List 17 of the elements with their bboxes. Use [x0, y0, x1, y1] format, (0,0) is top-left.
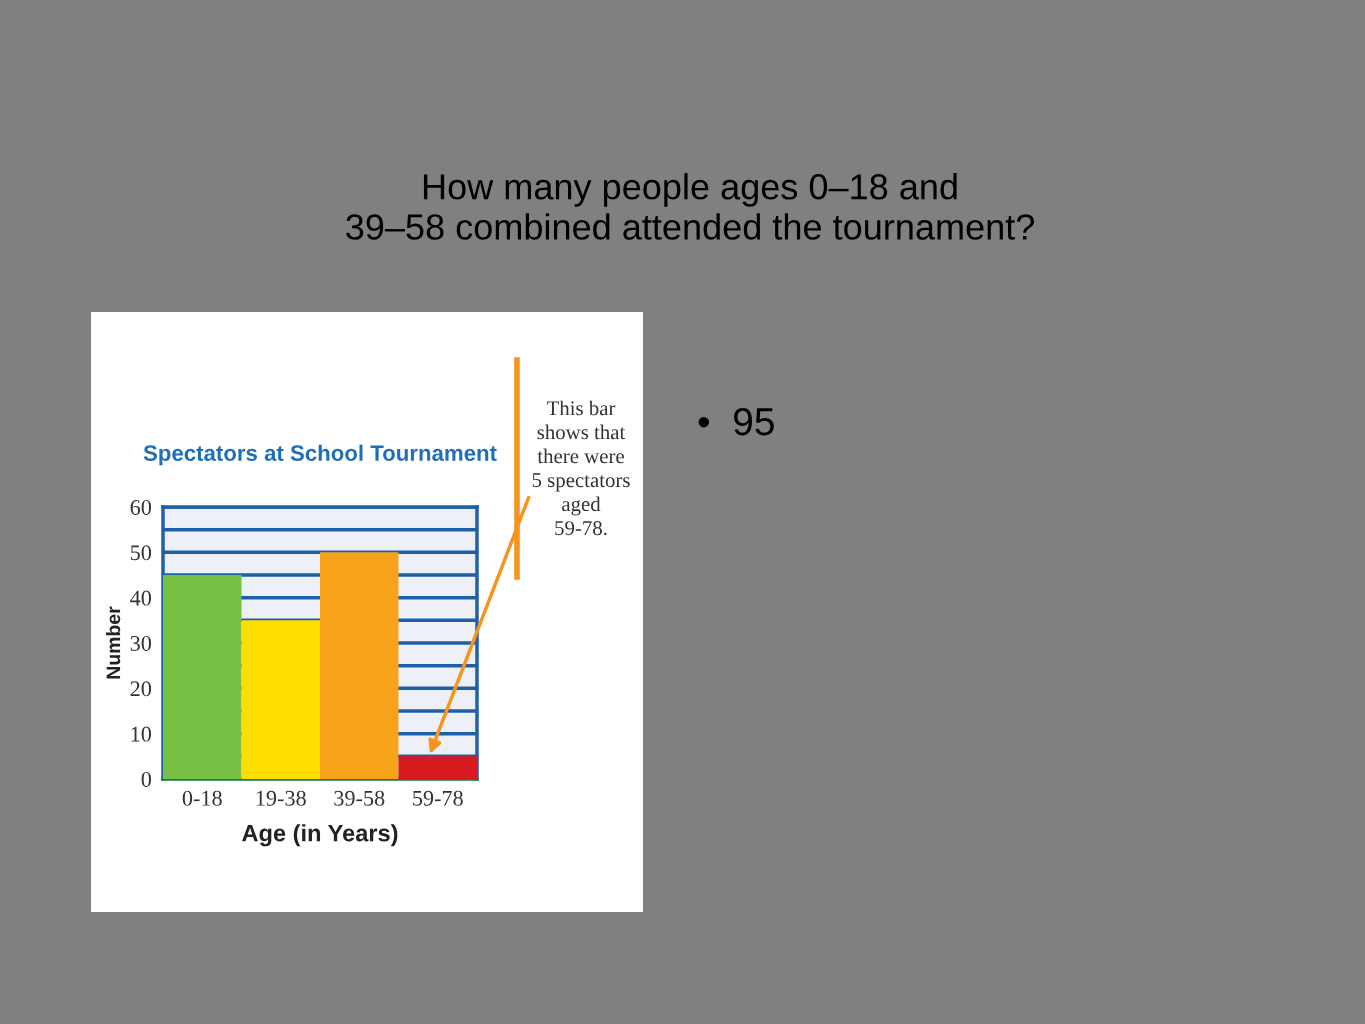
annotation: This bar shows that there were 5 spectators aged 59-78. — [532, 400, 630, 536]
y-axis-title: Number — [105, 606, 121, 679]
x-axis-title: Age (in Years) — [242, 824, 398, 847]
text: • 95 — [698, 407, 774, 436]
y-tick-label: 20 — [130, 681, 152, 697]
x-tick-label: 59-78 — [413, 790, 463, 806]
chart-title: Spectators at School Tournament — [143, 444, 497, 466]
y-tick-label: 0 — [141, 771, 152, 787]
y-tick-label: 40 — [130, 590, 152, 606]
y-tick-label: 60 — [130, 499, 152, 515]
x-tick-label: 19-38 — [256, 790, 306, 806]
y-tick-label: 30 — [130, 635, 152, 651]
x-tick-label: 0-18 — [182, 790, 222, 806]
y-tick-label: 50 — [130, 545, 152, 561]
text: How many people ages 0–18 and 39–58 combined attended the tournament? — [346, 173, 1035, 240]
y-tick-label: 10 — [131, 726, 152, 742]
x-tick-label: 39-58 — [334, 790, 385, 806]
